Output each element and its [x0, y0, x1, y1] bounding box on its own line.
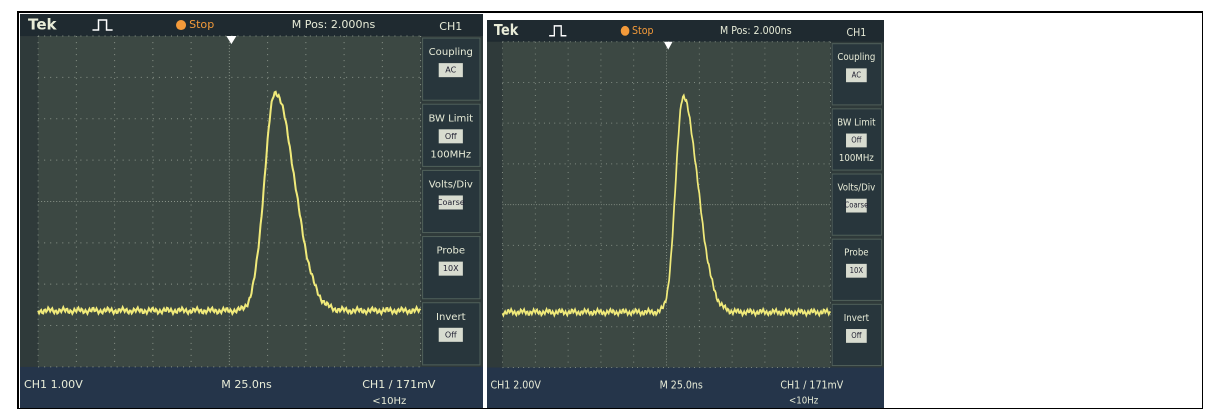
menu-value: AC: [852, 70, 861, 80]
menu-value-box: [846, 329, 867, 343]
menu-value: Off: [445, 330, 457, 339]
channel: CH1: [846, 28, 866, 40]
bottom-bar: [20, 366, 483, 408]
waveform: [501, 93, 832, 318]
menu-value-box: [438, 129, 463, 144]
menu-value-box: [438, 261, 463, 276]
scale: CH1 2.00V: [490, 380, 540, 392]
menu-label: Probe: [844, 247, 869, 259]
menu-extra: 100MHz: [430, 149, 471, 160]
menu-value: 10X: [443, 264, 459, 273]
menu-value: Coarse: [437, 198, 465, 207]
menu-value: Off: [851, 135, 862, 145]
bottom-bar: [487, 367, 884, 408]
pulse-icon: [92, 19, 113, 31]
top-bar: [487, 20, 884, 42]
position: M Pos: 2.000ns: [720, 26, 792, 38]
menu-value-box: [438, 195, 463, 210]
scale: CH1 1.00V: [24, 378, 83, 391]
trigger-arrow: [226, 36, 237, 45]
menu-value: 10X: [850, 265, 863, 275]
menu-label: Invert: [844, 312, 870, 324]
menu-label: BW Limit: [428, 113, 473, 124]
brand: Tek: [494, 22, 519, 39]
menu-value-box: [846, 133, 867, 148]
menu-label: Probe: [437, 246, 466, 257]
menu-label: Invert: [436, 312, 466, 323]
oscilloscope-screen: Tek Stop M Pos: 2.000ns CH1 Coupling AC BW Lim…: [487, 20, 884, 408]
menu-value: Off: [445, 132, 457, 141]
channel: CH1: [439, 20, 462, 33]
menu-label: Volts/Div: [837, 182, 875, 194]
timebase: M 25.0ns: [221, 378, 272, 391]
stop-dot: [176, 20, 187, 31]
menu-label: Volts/Div: [429, 179, 473, 190]
frequency: <10Hz: [372, 396, 406, 407]
timebase: M 25.0ns: [660, 380, 703, 392]
brand: Tek: [28, 16, 58, 34]
table-cell: [17, 11, 1203, 409]
pulse-icon: [549, 25, 567, 37]
oscilloscope-screen: Tek Stop M Pos: 2.000ns CH1 Coupling AC BW Lim…: [20, 14, 483, 408]
menu-value-box: [846, 263, 867, 278]
stop-dot: [620, 25, 630, 36]
menu-value-box: [846, 198, 867, 213]
trigger: CH1 / 171mV: [780, 380, 843, 392]
menu-extra: 100MHz: [839, 152, 874, 164]
menu-value: AC: [445, 66, 456, 75]
frequency: <10Hz: [789, 395, 818, 407]
top-bar: [20, 14, 483, 37]
position: M Pos: 2.000ns: [292, 18, 376, 31]
status: Stop: [632, 26, 654, 38]
menu-value-box: [438, 327, 463, 342]
waveform: [37, 90, 422, 317]
menu-value: Off: [851, 331, 862, 341]
menu-value-box: [438, 63, 463, 78]
trigger: CH1 / 171mV: [362, 378, 436, 391]
menu-label: BW Limit: [837, 117, 876, 129]
menu-label: Coupling: [429, 47, 473, 58]
trigger-arrow: [663, 41, 673, 50]
menu-label: Coupling: [837, 52, 875, 64]
menu-value: Coarse: [844, 200, 868, 210]
menu-value-box: [846, 68, 867, 83]
status: Stop: [189, 18, 214, 31]
